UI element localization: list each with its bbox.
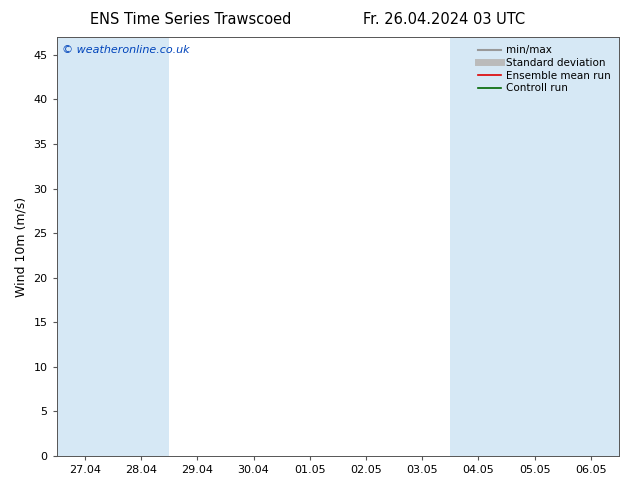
Legend: min/max, Standard deviation, Ensemble mean run, Controll run: min/max, Standard deviation, Ensemble me… — [475, 42, 614, 97]
Text: ENS Time Series Trawscoed: ENS Time Series Trawscoed — [89, 12, 291, 27]
Bar — [507, 37, 563, 456]
Bar — [450, 37, 507, 456]
Y-axis label: Wind 10m (m/s): Wind 10m (m/s) — [15, 196, 28, 296]
Bar — [113, 37, 169, 456]
Bar — [56, 37, 113, 456]
Bar — [563, 37, 619, 456]
Text: Fr. 26.04.2024 03 UTC: Fr. 26.04.2024 03 UTC — [363, 12, 525, 27]
Text: © weatheronline.co.uk: © weatheronline.co.uk — [62, 46, 190, 55]
